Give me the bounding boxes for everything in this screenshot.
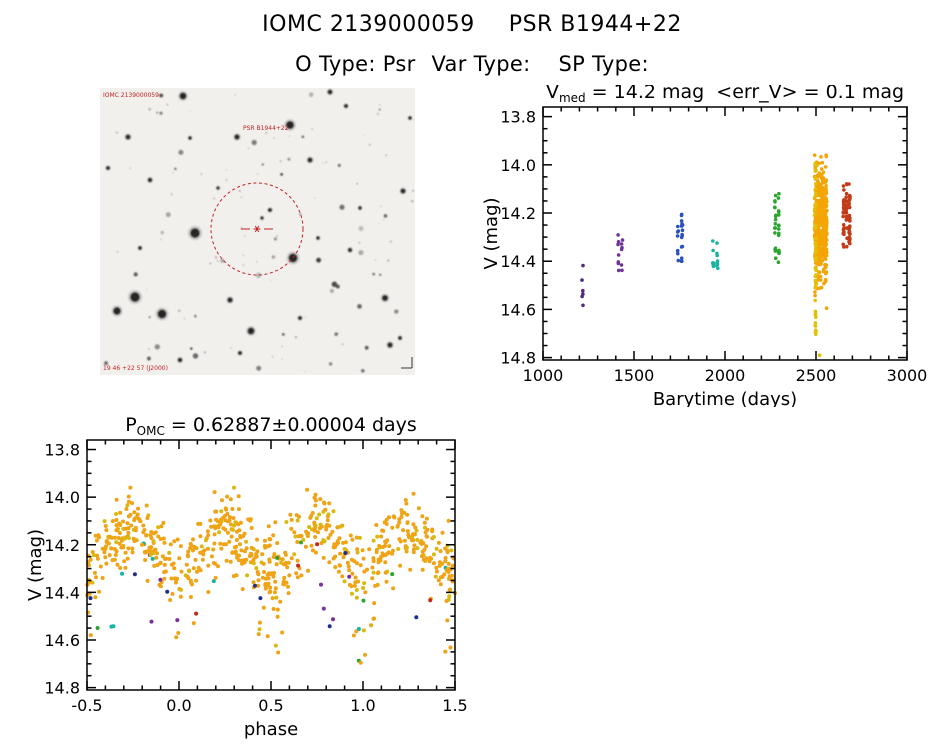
lightcurve-plot: 1000 1500 2000 2500 3000 13.8 14.0 14.2 14.4 14.6… bbox=[455, 85, 944, 407]
x-tick-label: 2500 bbox=[796, 366, 837, 385]
finder-annotation-bottom: 19 46 +22 57 (J2000) bbox=[103, 365, 168, 372]
axis-tick-labels: -0.5 0.0 0.5 1.0 1.5 13.8 14.0 14.2 14.4 14.6 14.8… bbox=[25, 441, 468, 740]
finder-background bbox=[100, 88, 415, 375]
y-axis-label: V (mag) bbox=[481, 197, 502, 269]
y-tick-label: 14.2 bbox=[44, 536, 80, 555]
axes bbox=[542, 106, 908, 361]
var-type: Var Type: bbox=[431, 52, 531, 76]
page-title: IOMC 2139000059 PSR B1944+22 bbox=[0, 12, 944, 37]
x-tick-label: -0.5 bbox=[71, 696, 102, 715]
x-tick-label: 0.5 bbox=[258, 696, 283, 715]
target-marker bbox=[254, 225, 260, 233]
y-tick-label: 13.8 bbox=[500, 108, 536, 127]
axes bbox=[86, 439, 456, 691]
chart-title: Vmed = 14.2 mag <err_V> = 0.1 mag bbox=[546, 85, 904, 105]
lightcurve-svg: 1000 1500 2000 2500 3000 13.8 14.0 14.2 14.4 14.6… bbox=[481, 85, 927, 407]
x-tick-label: 2000 bbox=[705, 366, 746, 385]
y-tick-label: 14.6 bbox=[44, 631, 80, 650]
y-tick-label: 14.6 bbox=[500, 300, 536, 319]
x-tick-label: 1000 bbox=[523, 366, 564, 385]
star-field bbox=[104, 88, 415, 373]
x-tick-label: 1.0 bbox=[350, 696, 375, 715]
y-axis-label: V (mag) bbox=[25, 529, 46, 601]
axis-tick-labels: 1000 1500 2000 2500 3000 13.8 14.0 14.2 14.4 14.6… bbox=[481, 108, 927, 407]
x-axis-label: Barytime (days) bbox=[653, 389, 797, 407]
target-overlay bbox=[210, 182, 304, 276]
y-tick-label: 14.4 bbox=[500, 252, 536, 271]
finder-chart: IOMC 2139000059 PSR B1944+22 19 46 +22 57 … bbox=[100, 88, 415, 375]
x-tick-label: 1500 bbox=[614, 366, 655, 385]
iomc-id: IOMC 2139000059 bbox=[262, 12, 475, 37]
phase-folded-svg: -0.5 0.0 0.5 1.0 1.5 13.8 14.0 14.2 14.4 14.6 14.8… bbox=[25, 414, 468, 740]
y-tick-label: 14.0 bbox=[500, 156, 536, 175]
y-tick-label: 14.8 bbox=[44, 679, 80, 698]
target-circle bbox=[210, 182, 304, 276]
x-axis-label: phase bbox=[244, 719, 298, 740]
x-tick-label: 1.5 bbox=[442, 696, 467, 715]
y-tick-label: 13.8 bbox=[44, 441, 80, 460]
scale-mark bbox=[401, 357, 413, 369]
y-tick-label: 14.8 bbox=[500, 349, 536, 368]
y-tick-label: 14.4 bbox=[44, 583, 80, 602]
phase-folded-plot: -0.5 0.0 0.5 1.0 1.5 13.8 14.0 14.2 14.4 14.6 14.8… bbox=[20, 412, 485, 747]
finder-annotations: IOMC 2139000059 PSR B1944+22 19 46 +22 57 … bbox=[103, 92, 289, 372]
phase-points bbox=[85, 485, 457, 665]
y-tick-label: 14.2 bbox=[500, 204, 536, 223]
source-name: PSR B1944+22 bbox=[508, 12, 682, 37]
y-tick-label: 14.0 bbox=[44, 488, 80, 507]
x-tick-label: 3000 bbox=[887, 366, 928, 385]
sp-type: SP Type: bbox=[558, 52, 649, 76]
lightcurve-points bbox=[580, 153, 852, 358]
page-subtitle: O Type: Psr Var Type: SP Type: bbox=[0, 52, 944, 76]
x-tick-label: 0.0 bbox=[166, 696, 191, 715]
chart-title: POMC = 0.62887±0.00004 days bbox=[125, 414, 417, 438]
object-type: O Type: Psr bbox=[295, 52, 416, 76]
finder-chart-image: IOMC 2139000059 PSR B1944+22 19 46 +22 57 … bbox=[100, 88, 415, 375]
finder-annotation-top-left: IOMC 2139000059 bbox=[103, 92, 159, 99]
finder-annotation-source: PSR B1944+22 bbox=[243, 125, 289, 132]
